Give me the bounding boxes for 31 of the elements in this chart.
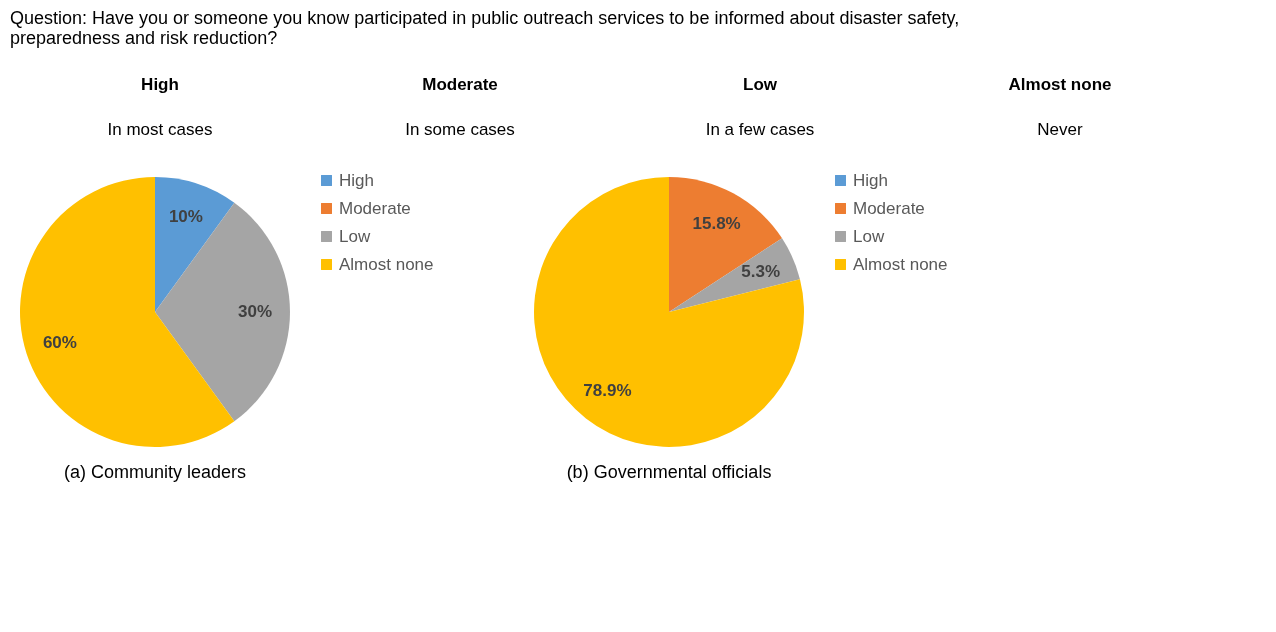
legend-label: Almost none <box>339 254 434 274</box>
text: Almost none <box>1008 74 1112 94</box>
text: Question: Have you or someone you know participated in public outreach services to be informed about disaster safety, preparedness and risk reduction? <box>10 8 960 48</box>
legend-label: High <box>853 170 888 190</box>
legend-label: Low <box>339 226 371 246</box>
text: High <box>141 74 179 94</box>
pie-slice <box>669 238 800 312</box>
text: Never <box>1037 119 1084 139</box>
pie-slice <box>669 177 783 312</box>
text: (a) Community leaders <box>63 462 247 482</box>
data-label: 78.9% <box>583 380 632 400</box>
data-label: 10% <box>168 206 203 226</box>
data-label: 15.8% <box>692 214 741 234</box>
pie-slice <box>534 177 804 447</box>
text: In some cases <box>405 119 515 139</box>
legend-label: Almost none <box>853 254 948 274</box>
legend-label: Moderate <box>339 198 411 218</box>
text: In most cases <box>107 119 213 139</box>
text: Low <box>743 74 778 94</box>
legend-label: Low <box>853 226 885 246</box>
text: Moderate <box>422 74 498 94</box>
text: (b) Governmental officials <box>566 462 772 482</box>
data-label: 5.3% <box>741 262 781 281</box>
legend-label: Moderate <box>853 198 925 218</box>
text: In a few cases <box>705 119 815 139</box>
pie-slice <box>155 202 290 422</box>
legend-label: High <box>339 170 374 190</box>
data-label: 60% <box>42 332 77 352</box>
pie-slice <box>155 177 235 312</box>
data-label: 30% <box>237 302 273 321</box>
pie-slice <box>20 177 235 447</box>
